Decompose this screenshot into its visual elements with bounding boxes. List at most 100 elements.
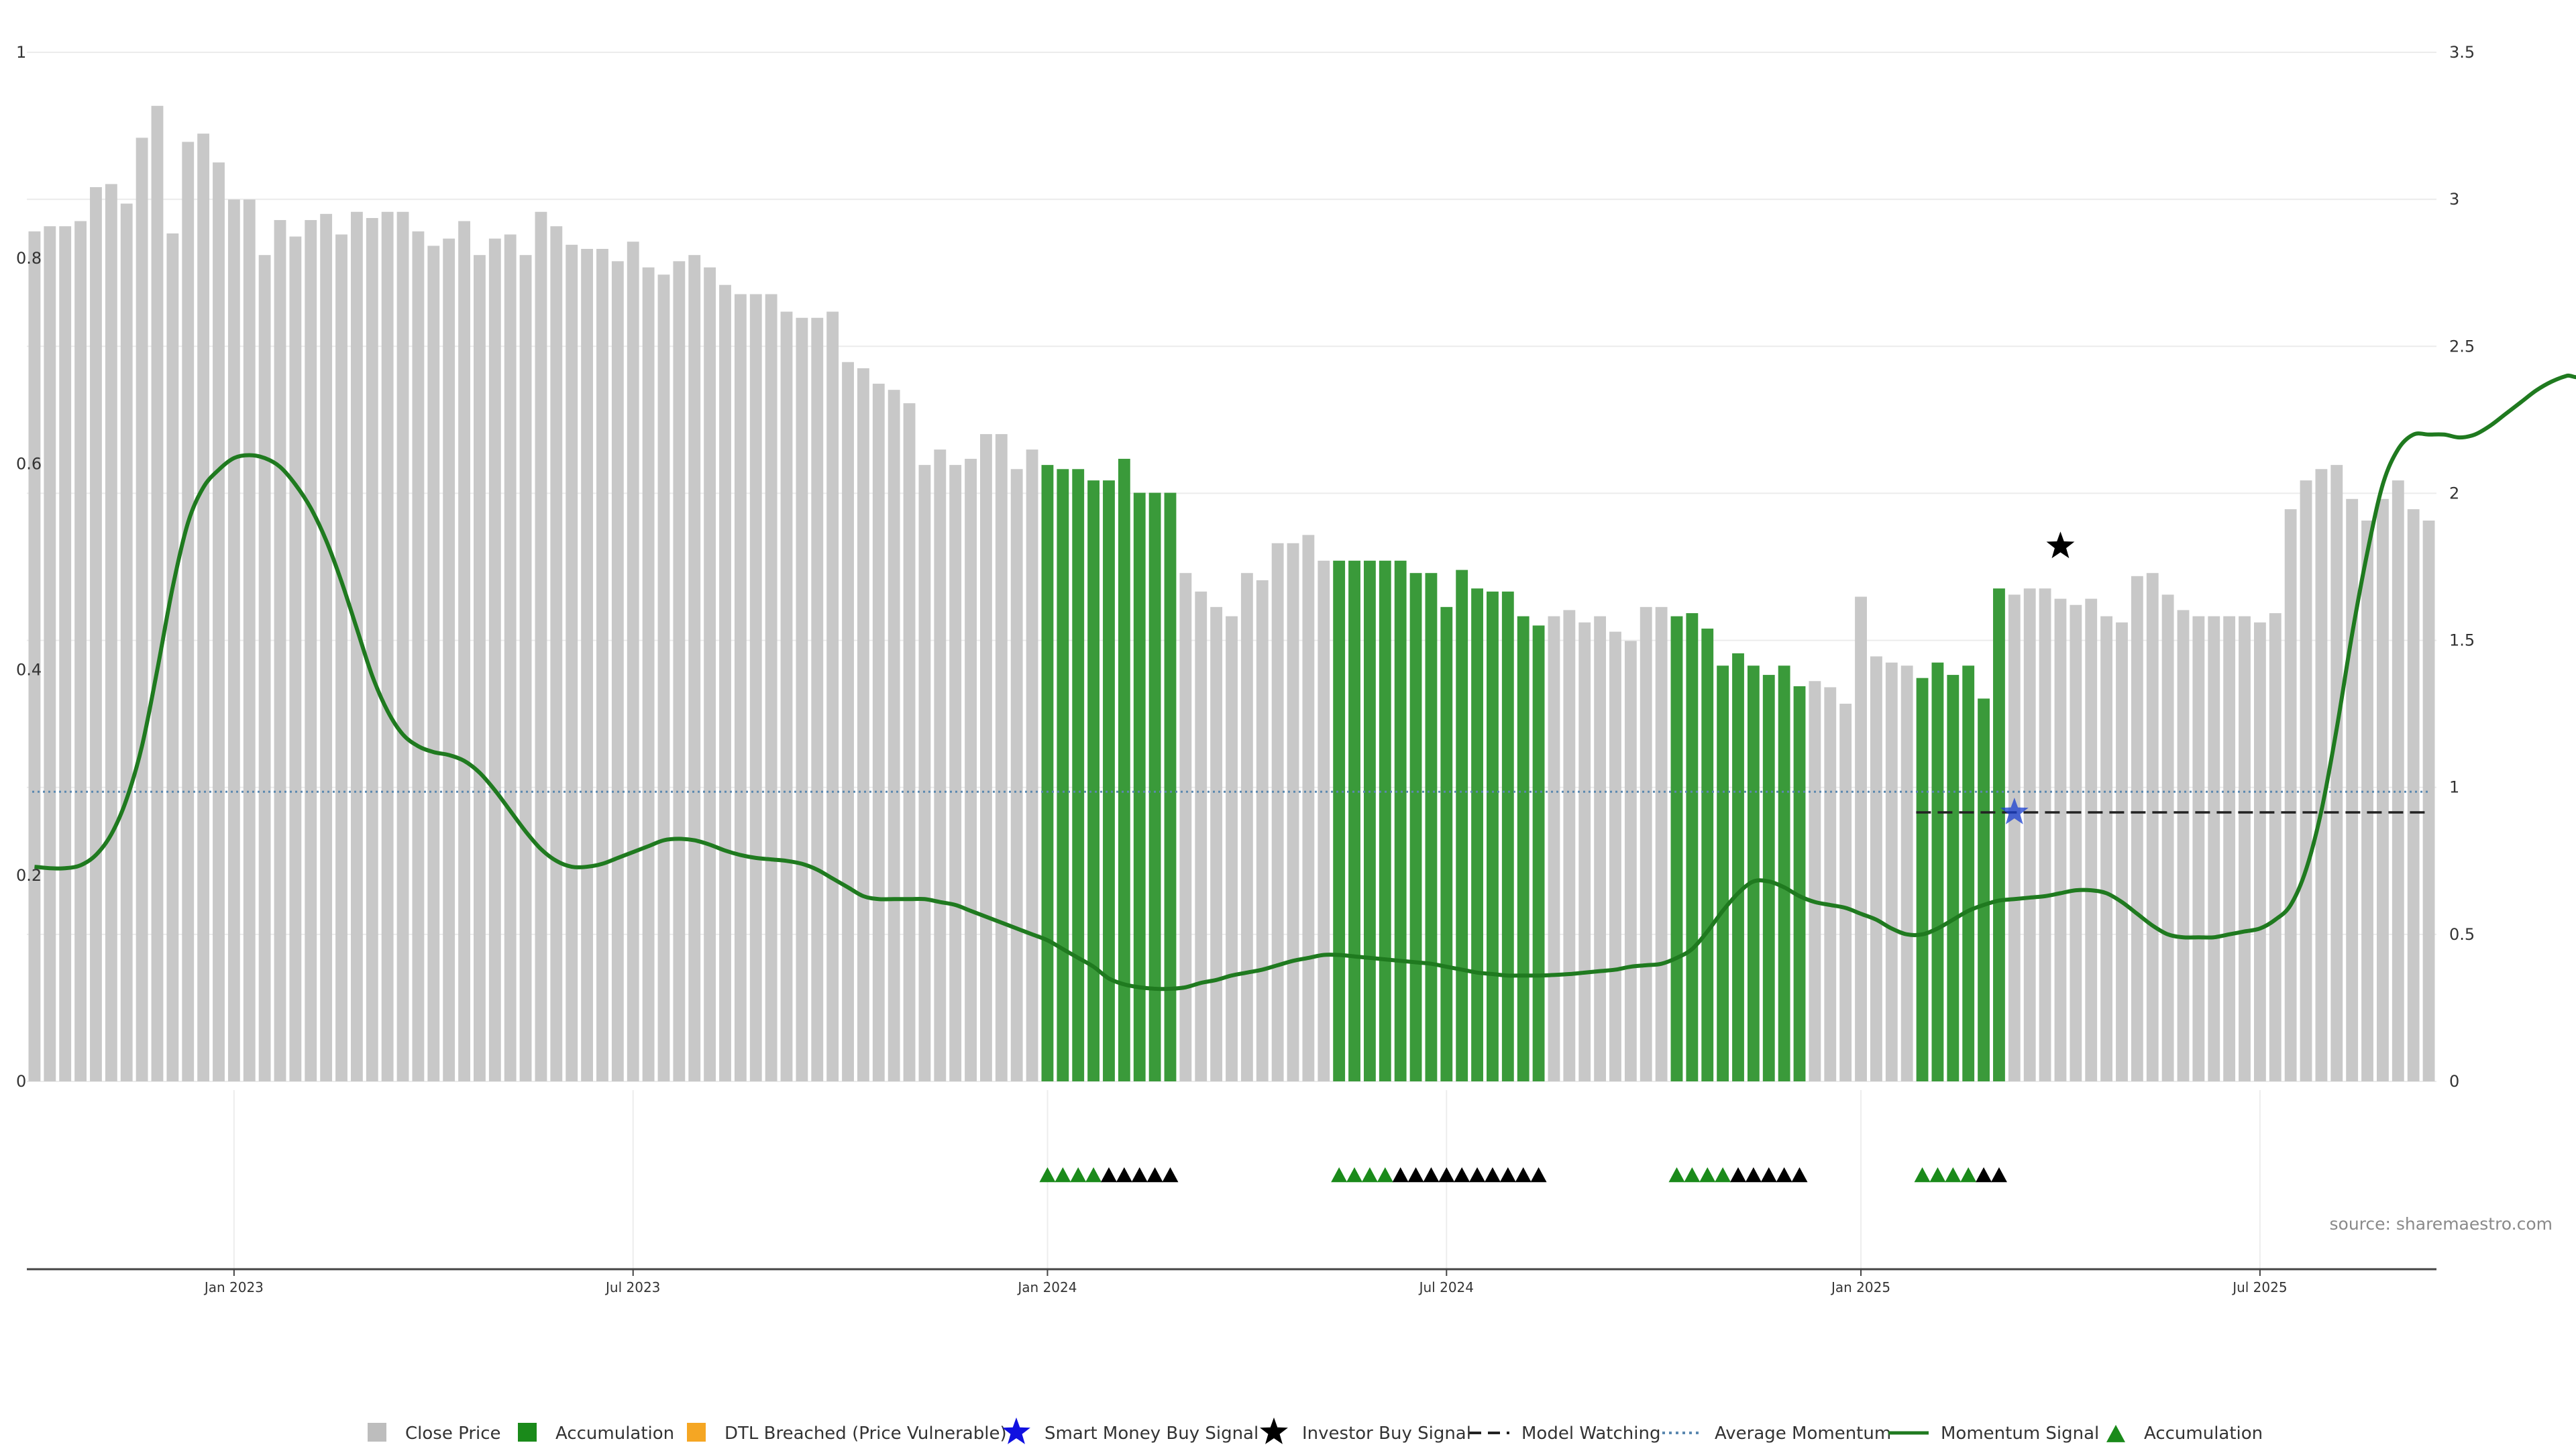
accumulation-bar [1747, 665, 1760, 1081]
close-price-bar [1885, 662, 1898, 1081]
accumulation-bar [1732, 653, 1744, 1081]
accumulation-triangle-black [1454, 1167, 1470, 1183]
accumulation-bar [1041, 465, 1054, 1081]
close-price-bar [2100, 616, 2113, 1081]
close-price-bar [59, 226, 72, 1082]
close-price-bar [642, 267, 655, 1082]
accumulation-triangle-black [1423, 1167, 1440, 1183]
accumulation-bar [1333, 560, 1346, 1081]
momentum-signal-line [34, 373, 2576, 991]
close-price-bar [1271, 543, 1284, 1081]
legend-label: Close Price [405, 1424, 501, 1444]
close-price-bar [627, 241, 639, 1082]
accumulation-bar [1148, 492, 1161, 1081]
accumulation-bar [1978, 698, 1990, 1081]
close-price-bar [2070, 604, 2082, 1081]
close-price-bar [657, 274, 670, 1081]
close-price-bar [151, 105, 164, 1081]
close-price-bar [120, 203, 133, 1081]
close-price-bar [2085, 598, 2098, 1081]
close-price-bar [780, 311, 793, 1081]
close-price-bar [274, 220, 286, 1081]
accumulation-triangle-black [1745, 1167, 1762, 1183]
legend-square-icon [368, 1423, 386, 1442]
accumulation-bar [1701, 629, 1714, 1081]
accumulation-bar [1793, 686, 1806, 1081]
accumulation-triangle-black [1392, 1167, 1409, 1183]
close-price-bar [1179, 573, 1192, 1081]
accumulation-bar [1962, 665, 1975, 1081]
close-price-bar [1824, 687, 1837, 1081]
accumulation-bar [1471, 588, 1483, 1081]
accumulation-triangles [1039, 1167, 2007, 1183]
close-price-bar [2116, 622, 2128, 1081]
close-price-bar [2300, 480, 2312, 1081]
accumulation-triangle-black [1469, 1167, 1486, 1183]
accumulation-triangle-black [1100, 1167, 1117, 1183]
x-tick-label: Jul 2023 [604, 1279, 660, 1295]
investor-buy-star [2046, 531, 2075, 559]
price-bars [28, 105, 2435, 1082]
smart-money-buy-star [2000, 797, 2029, 824]
accumulation-triangle-black [1760, 1167, 1777, 1183]
accumulation-bar [1072, 469, 1085, 1081]
close-price-bar [888, 390, 900, 1081]
close-price-bar [995, 434, 1008, 1081]
close-price-bar [258, 255, 271, 1081]
close-price-bar [749, 294, 762, 1081]
close-price-bar [1640, 606, 1652, 1081]
close-price-bar [550, 226, 563, 1082]
close-price-bar [2023, 588, 2036, 1081]
accumulation-triangle-green [1346, 1167, 1363, 1183]
close-price-bar [934, 449, 947, 1081]
accumulation-triangle-green [1945, 1167, 1962, 1183]
accumulation-bar [1133, 492, 1146, 1081]
close-price-bar [1226, 616, 1238, 1081]
accumulation-bar [1686, 613, 1699, 1081]
y-left-tick-label: 0.2 [16, 866, 42, 885]
x-tick-label: Jan 2024 [1016, 1279, 1077, 1295]
close-price-bar [1563, 610, 1576, 1081]
close-price-bar [2269, 613, 2282, 1081]
close-price-bar [105, 184, 117, 1081]
close-price-bar [519, 255, 532, 1081]
legend-label: Smart Money Buy Signal [1044, 1424, 1258, 1444]
close-price-bar [182, 142, 195, 1081]
close-price-bar [136, 138, 148, 1081]
close-price-bar [765, 294, 777, 1081]
close-price-bar [1839, 704, 1852, 1081]
close-price-bar [335, 234, 347, 1081]
accumulation-bar [1931, 662, 1944, 1081]
close-price-bar [796, 317, 808, 1082]
accumulation-bar [1517, 616, 1529, 1081]
close-price-bar [734, 294, 747, 1081]
close-price-bar [1609, 631, 1621, 1081]
accumulation-bar [1103, 480, 1115, 1081]
close-price-bar [320, 213, 333, 1081]
y-right-tick-label: 2.5 [2449, 337, 2475, 356]
close-price-bar [2177, 610, 2190, 1081]
accumulation-triangle-green [1668, 1167, 1685, 1183]
axes: 0 0.5 1 1.5 2 2.5 3 3.5 0 0.2 0.4 0.6 0.8 1 Jan 2023 Ju… [16, 43, 2475, 1295]
close-price-bar [872, 383, 885, 1081]
momentum-lines [32, 373, 2576, 991]
accumulation-bar [1670, 616, 1683, 1081]
legend-label: Momentum Signal [1941, 1424, 2099, 1444]
accumulation-triangle-green [1377, 1167, 1393, 1183]
close-price-bar [688, 255, 701, 1081]
accumulation-triangle-black [1162, 1167, 1179, 1183]
close-price-bar [1578, 622, 1591, 1081]
y-right-tick-label: 1 [2449, 778, 2459, 797]
y-right-tick-label: 0.5 [2449, 925, 2475, 944]
accumulation-triangle-green [1039, 1167, 1056, 1183]
close-price-bar [2054, 598, 2067, 1081]
close-price-bar [381, 211, 394, 1081]
accumulation-triangle-black [1484, 1167, 1501, 1183]
close-price-bar [243, 199, 256, 1081]
accumulation-bar [1440, 606, 1453, 1081]
close-price-bar [719, 284, 731, 1082]
close-price-bar [1210, 606, 1223, 1081]
close-price-bar [535, 211, 547, 1081]
legend-label: Model Watching [1521, 1424, 1660, 1444]
